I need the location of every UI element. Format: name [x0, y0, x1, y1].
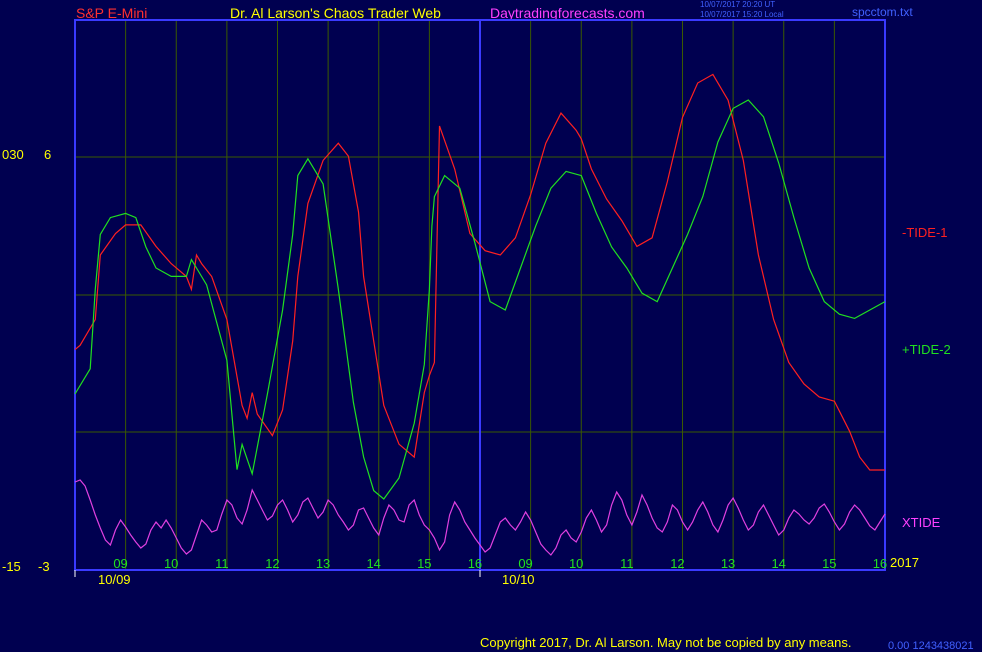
x-tick-label: 10	[569, 556, 583, 571]
y-label-top-right: 6	[44, 147, 52, 162]
x-tick-label: 12	[265, 556, 279, 571]
x-tick-label: 16	[873, 556, 887, 571]
footer-code: 0.00 1243438021	[888, 640, 974, 652]
x-axis-ticks: 09 10 11 12 13 14 15 16 09 10 11 12 13 14 15 16	[113, 556, 887, 571]
x-tick-label: 13	[721, 556, 735, 571]
chart-series	[74, 73, 886, 556]
x-tick-label: 14	[366, 556, 380, 571]
year-label: 2017	[890, 555, 919, 570]
y-label-bottom-right: -3	[38, 559, 50, 574]
site-title: Dr. Al Larson's Chaos Trader Web	[230, 5, 441, 21]
date-label-2: 10/10	[502, 572, 535, 587]
x-tick-label: 10	[164, 556, 178, 571]
y-label-bottom-left: -15	[2, 559, 21, 574]
site-url[interactable]: Daytradingforecasts.com	[490, 5, 645, 21]
date-label-1: 10/09	[98, 572, 131, 587]
symbol-title: S&P E-Mini	[76, 5, 148, 21]
x-tick-label: 12	[670, 556, 684, 571]
chart-grid	[75, 20, 885, 570]
x-tick-label: 15	[822, 556, 836, 571]
legend-tide2: +TIDE-2	[902, 342, 951, 357]
legend-tide1: -TIDE-1	[902, 225, 948, 240]
legend-xtide: XTIDE	[902, 515, 941, 530]
data-filename: spcctom.txt	[852, 5, 913, 19]
copyright-footer: Copyright 2017, Dr. Al Larson. May not b…	[480, 635, 852, 650]
x-tick-label: 09	[113, 556, 127, 571]
timestamp-ut: 10/07/2017 20:20 UT	[700, 0, 776, 9]
series-line-tide-1	[74, 73, 885, 471]
x-tick-label: 11	[215, 556, 229, 571]
x-tick-label: 15	[417, 556, 431, 571]
timestamp-local: 10/07/2017 15:20 Local	[700, 10, 784, 19]
x-tick-label: 14	[771, 556, 785, 571]
x-tick-label: 13	[316, 556, 330, 571]
x-tick-label: 11	[620, 556, 634, 571]
x-tick-label: 09	[518, 556, 532, 571]
series-line-xtide	[74, 479, 886, 556]
series-line-tide-2	[74, 99, 886, 500]
x-tick-label: 16	[468, 556, 482, 571]
y-label-top-left: 030	[2, 147, 24, 162]
chart-frame	[74, 19, 886, 577]
